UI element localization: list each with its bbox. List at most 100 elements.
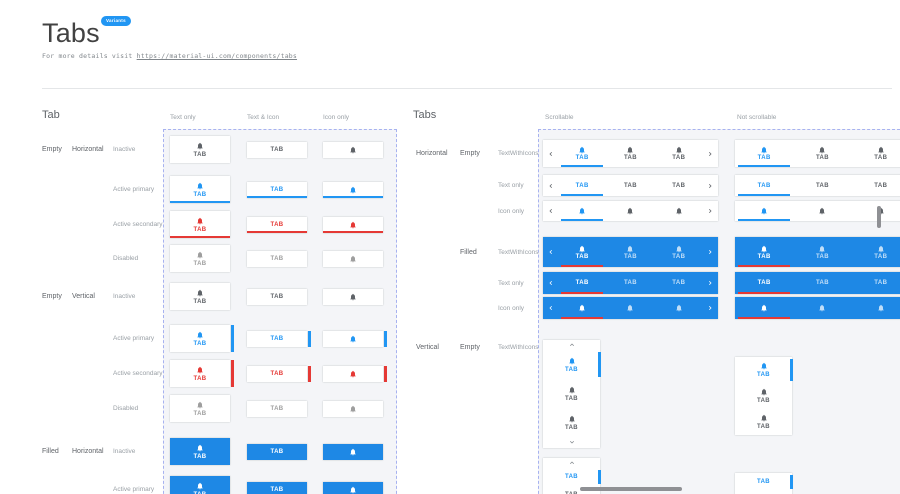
tab[interactable]: TAB — [852, 175, 900, 196]
tab-cell[interactable]: TAB — [170, 438, 230, 465]
tab[interactable]: TAB — [735, 237, 793, 267]
tab[interactable]: TAB — [735, 357, 793, 383]
vertical-scrollbar[interactable] — [877, 206, 881, 228]
tab-cell[interactable] — [323, 251, 383, 267]
chevron-left-icon[interactable] — [543, 140, 558, 167]
tab-cell[interactable]: TAB — [247, 401, 307, 417]
tab[interactable] — [606, 297, 654, 319]
tab[interactable]: TAB — [558, 140, 606, 167]
tab-cell[interactable]: TAB — [247, 142, 307, 158]
chevron-right-icon[interactable] — [703, 297, 718, 319]
tab[interactable]: TAB — [543, 350, 601, 379]
chevron-right-icon[interactable] — [703, 175, 718, 196]
tab[interactable]: TAB — [558, 175, 606, 196]
chevron-up-icon[interactable] — [543, 340, 600, 350]
tab[interactable]: TAB — [558, 272, 606, 294]
tab-label: TAB — [575, 253, 589, 260]
chevron-right-icon[interactable] — [703, 140, 718, 167]
chevron-right-icon[interactable] — [703, 272, 718, 294]
chevron-right-icon[interactable] — [703, 201, 718, 221]
tab[interactable]: TAB — [735, 140, 793, 167]
tab[interactable]: TAB — [655, 272, 703, 294]
tab-cell[interactable]: TAB — [247, 331, 311, 347]
tab-cell[interactable]: TAB — [170, 245, 230, 272]
tab[interactable]: TAB — [558, 237, 606, 267]
chevron-up-icon[interactable] — [543, 458, 600, 468]
tab[interactable]: TAB — [543, 468, 601, 486]
tab-label: TAB — [756, 372, 771, 378]
tab[interactable]: TAB — [793, 140, 851, 167]
chevron-left-icon[interactable] — [543, 297, 558, 319]
tab-cell[interactable] — [323, 331, 387, 347]
tab[interactable]: TAB — [793, 237, 851, 267]
tab[interactable]: TAB — [735, 409, 792, 435]
tab-cell[interactable]: TAB — [170, 283, 230, 310]
tab[interactable]: TAB — [735, 383, 792, 409]
chevron-down-icon[interactable] — [543, 437, 600, 447]
tab-cell[interactable] — [323, 444, 383, 460]
docs-link[interactable]: https://material-ui.com/components/tabs — [136, 52, 298, 60]
tab[interactable]: TAB — [793, 272, 851, 294]
tab-label: TAB — [270, 256, 284, 262]
chevron-left-icon[interactable] — [543, 175, 558, 196]
tab[interactable] — [655, 201, 703, 221]
tab-cell[interactable]: TAB — [170, 176, 230, 203]
tab[interactable]: TAB — [735, 175, 793, 196]
tab-cell[interactable]: TAB — [170, 325, 234, 352]
tab[interactable]: TAB — [543, 379, 600, 408]
tab-cell[interactable]: TAB — [170, 211, 230, 238]
tab-cell[interactable]: TAB — [247, 182, 307, 198]
tab[interactable]: TAB — [793, 175, 851, 196]
tab-cell[interactable]: TAB — [170, 395, 230, 422]
tab[interactable]: TAB — [852, 140, 900, 167]
chevron-left-icon[interactable] — [543, 237, 558, 267]
tab[interactable]: TAB — [735, 272, 793, 294]
tab[interactable] — [735, 297, 793, 319]
tab[interactable]: TAB — [655, 237, 703, 267]
tab[interactable] — [655, 297, 703, 319]
tab-cell[interactable]: TAB — [247, 366, 311, 382]
tab[interactable] — [793, 201, 851, 221]
tab-cell[interactable] — [323, 142, 383, 158]
tab[interactable]: TAB — [606, 272, 654, 294]
tab-cell[interactable] — [323, 366, 387, 382]
tab[interactable]: TAB — [543, 408, 600, 437]
tab[interactable] — [793, 297, 851, 319]
tab[interactable]: TAB — [655, 175, 703, 196]
tab-cell[interactable]: TAB — [247, 217, 307, 233]
tab-cell[interactable] — [323, 401, 383, 417]
tab[interactable] — [606, 201, 654, 221]
tab[interactable]: TAB — [606, 175, 654, 196]
tab-label: TAB — [575, 280, 589, 286]
chevron-left-icon[interactable] — [543, 272, 558, 294]
tab[interactable] — [558, 201, 606, 221]
tab[interactable]: TAB — [735, 473, 793, 491]
tab-cell[interactable] — [323, 182, 383, 198]
tab[interactable]: TAB — [655, 140, 703, 167]
tab[interactable]: TAB — [852, 272, 900, 294]
tab-cell[interactable]: TAB — [170, 136, 230, 163]
tab[interactable]: TAB — [606, 237, 654, 267]
tab-cell[interactable] — [323, 217, 383, 233]
tab-cell[interactable]: TAB — [247, 251, 307, 267]
tab-cell[interactable] — [323, 482, 383, 494]
tab[interactable]: TAB — [606, 140, 654, 167]
tab[interactable] — [852, 201, 900, 221]
tab[interactable] — [852, 297, 900, 319]
tab[interactable]: TAB — [543, 486, 600, 494]
tab-cell[interactable]: TAB — [170, 360, 234, 387]
tab-cell[interactable] — [323, 289, 383, 305]
tab[interactable] — [558, 297, 606, 319]
tab-cell[interactable]: TAB — [247, 482, 307, 494]
horizontal-scrollbar[interactable] — [580, 487, 682, 491]
tab-cell[interactable]: TAB — [247, 289, 307, 305]
tab[interactable] — [735, 201, 793, 221]
chevron-right-icon[interactable] — [703, 237, 718, 267]
tab-cell[interactable]: TAB — [247, 444, 307, 460]
bell-icon — [675, 245, 683, 253]
tab-cell[interactable]: TAB — [170, 476, 230, 494]
tab[interactable]: TAB — [852, 237, 900, 267]
chevron-left-icon[interactable] — [543, 201, 558, 221]
tab-bar: TAB TAB TAB — [735, 175, 900, 196]
bell-icon — [578, 207, 586, 215]
